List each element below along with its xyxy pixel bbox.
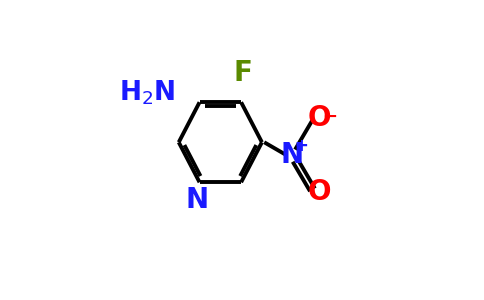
Text: H$_2$N: H$_2$N <box>119 79 175 107</box>
Text: N: N <box>186 186 209 214</box>
Text: O: O <box>307 178 331 206</box>
Text: F: F <box>234 59 253 87</box>
Text: O: O <box>307 104 331 132</box>
Text: −: − <box>322 108 337 126</box>
Text: +: + <box>294 137 308 155</box>
Text: N: N <box>280 141 303 169</box>
